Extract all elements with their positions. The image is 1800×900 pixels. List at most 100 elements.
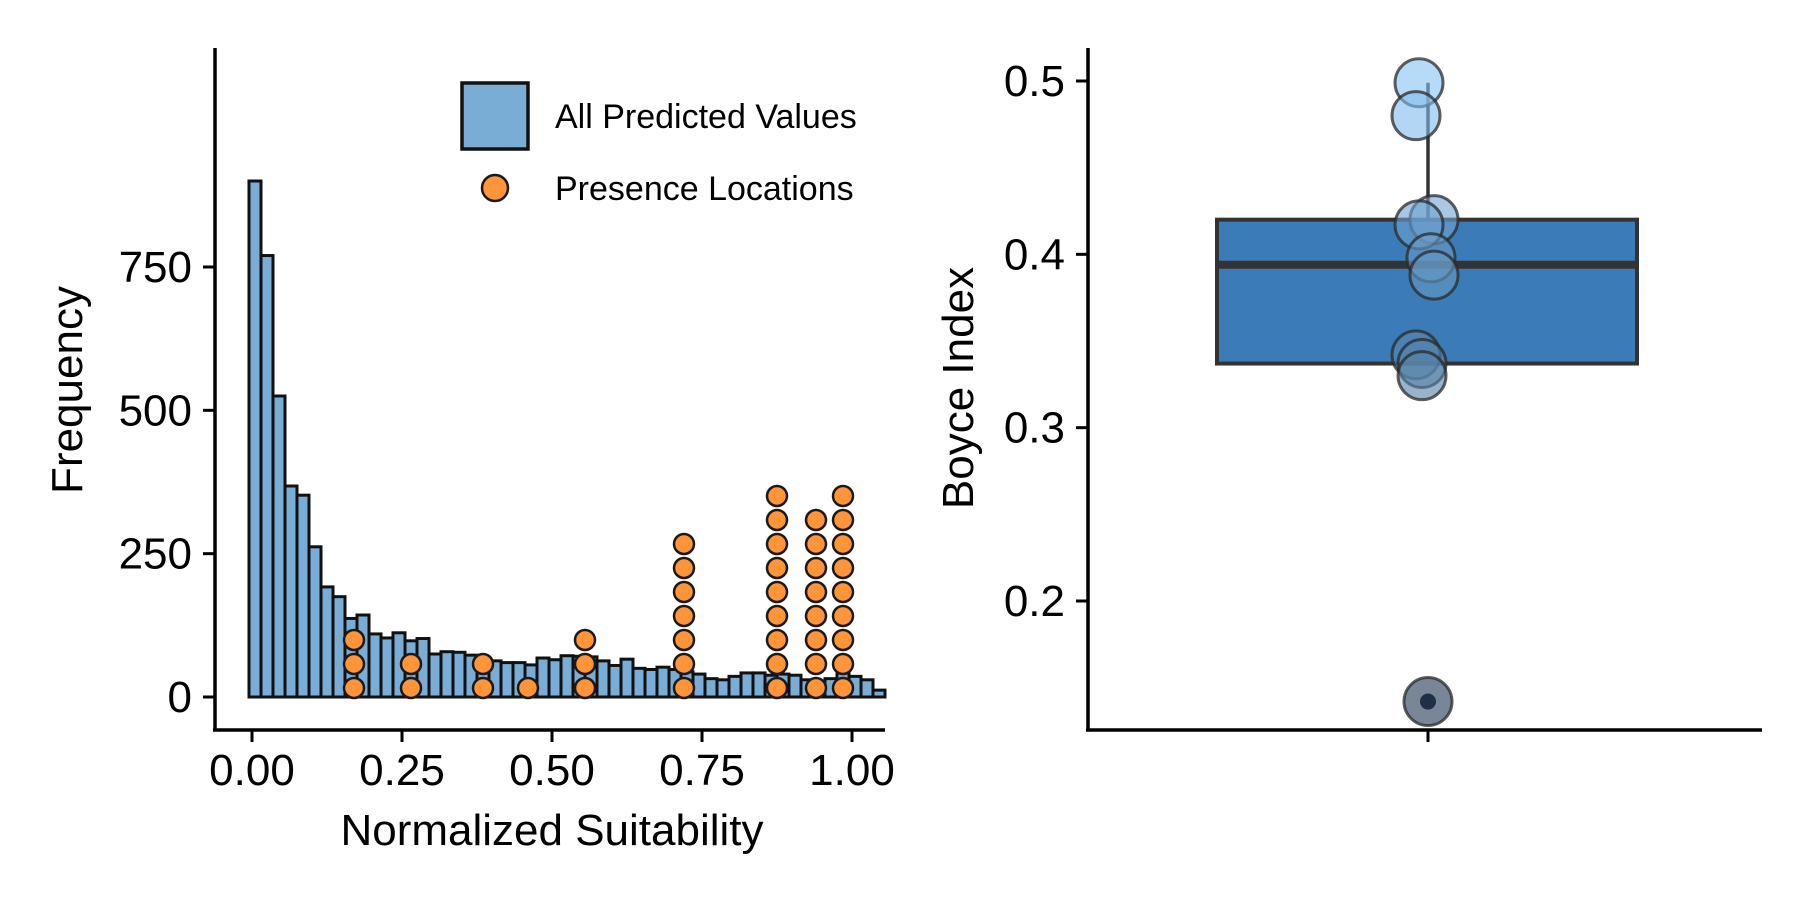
presence-point [471, 652, 495, 676]
presence-point [342, 652, 366, 676]
histogram-bar [859, 678, 875, 699]
presence-point [471, 676, 495, 700]
histogram-bar [331, 595, 347, 699]
histogram-bar [499, 661, 515, 699]
presence-point [831, 556, 855, 580]
legend-label-presence: Presence Locations [555, 170, 854, 208]
histogram-bar [787, 673, 803, 699]
y-tick-label: 500 [119, 386, 192, 435]
y-axis-title: Boyce Index [934, 267, 983, 509]
histogram-bar [259, 254, 275, 699]
presence-point [831, 580, 855, 604]
presence-point [765, 628, 789, 652]
histogram-bar [247, 179, 263, 699]
y-tick-label: 0.3 [1004, 404, 1065, 453]
histogram-bar [715, 678, 731, 699]
histogram-bar [535, 656, 551, 699]
presence-point [831, 532, 855, 556]
y-tick-label: 0.5 [1004, 57, 1065, 106]
presence-point [765, 532, 789, 556]
presence-point [765, 556, 789, 580]
boyce-point [1402, 676, 1454, 728]
y-axis-title: Frequency [43, 286, 92, 494]
histogram-bar [595, 659, 611, 699]
presence-point [765, 652, 789, 676]
presence-point [672, 556, 696, 580]
presence-point [831, 604, 855, 628]
histogram-bar [619, 657, 635, 699]
histogram-bar [319, 585, 335, 699]
histogram-bar [295, 493, 311, 699]
x-tick-label: 0.75 [659, 746, 745, 795]
presence-point [342, 676, 366, 700]
histogram-axes: 0 250 500 750 0.00 0.25 0.50 0.75 1.00 Normalized… [43, 48, 895, 855]
y-tick-label: 0 [168, 673, 192, 722]
presence-point [804, 532, 828, 556]
boyce-point [1396, 350, 1448, 402]
x-tick-label: 0.25 [359, 746, 445, 795]
histogram-bar [283, 484, 299, 699]
histogram-bar [427, 652, 443, 699]
y-tick-label: 250 [119, 530, 192, 579]
presence-point [831, 652, 855, 676]
presence-point [573, 676, 597, 700]
x-tick-label: 0.50 [509, 746, 595, 795]
histogram-bar [871, 688, 887, 699]
presence-point [516, 676, 540, 700]
presence-point [804, 604, 828, 628]
histogram-bar [703, 677, 719, 699]
presence-point [765, 580, 789, 604]
presence-point [672, 676, 696, 700]
histogram-bar [751, 671, 767, 699]
presence-point [342, 628, 366, 652]
histogram-bar [547, 658, 563, 699]
presence-point [765, 604, 789, 628]
x-axis-title: Normalized Suitability [340, 806, 763, 855]
boyce-point [1390, 90, 1442, 142]
x-tick-label: 0.00 [209, 746, 295, 795]
histogram-bars [247, 179, 887, 699]
histogram-bar [559, 654, 575, 699]
histogram-bar [271, 394, 287, 699]
histogram-bar [739, 671, 755, 699]
presence-point [831, 484, 855, 508]
presence-point [831, 628, 855, 652]
presence-points [342, 484, 855, 700]
histogram-bar [439, 650, 455, 699]
histogram-bar [451, 650, 467, 699]
presence-point [672, 652, 696, 676]
boxplot-panel: 0.2 0.3 0.4 0.5 Boyce Index [934, 48, 1762, 742]
presence-point [399, 676, 423, 700]
presence-point [765, 508, 789, 532]
presence-point [399, 652, 423, 676]
legend-swatch-bar [460, 81, 530, 151]
presence-point [672, 580, 696, 604]
presence-point [672, 532, 696, 556]
presence-point [804, 652, 828, 676]
presence-point [831, 508, 855, 532]
boyce-points [1390, 57, 1460, 728]
presence-point [804, 580, 828, 604]
histogram-bar [307, 545, 323, 699]
histogram-bar [379, 636, 395, 699]
y-tick-label: 0.2 [1004, 577, 1065, 626]
presence-point [765, 676, 789, 700]
presence-point [573, 652, 597, 676]
presence-point [672, 628, 696, 652]
boyce-point [1408, 249, 1460, 301]
presence-point [804, 676, 828, 700]
presence-point [804, 628, 828, 652]
x-tick-label: 1.00 [809, 746, 895, 795]
presence-point [804, 556, 828, 580]
histogram-panel: 0 250 500 750 0.00 0.25 0.50 0.75 1.00 Normalized… [43, 48, 895, 855]
presence-point [804, 508, 828, 532]
histogram-bar [607, 663, 623, 699]
presence-point [573, 628, 597, 652]
presence-point [672, 604, 696, 628]
presence-point [765, 484, 789, 508]
y-tick-label: 750 [119, 243, 192, 292]
histogram-bar [727, 674, 743, 699]
histogram-bar [655, 665, 671, 699]
